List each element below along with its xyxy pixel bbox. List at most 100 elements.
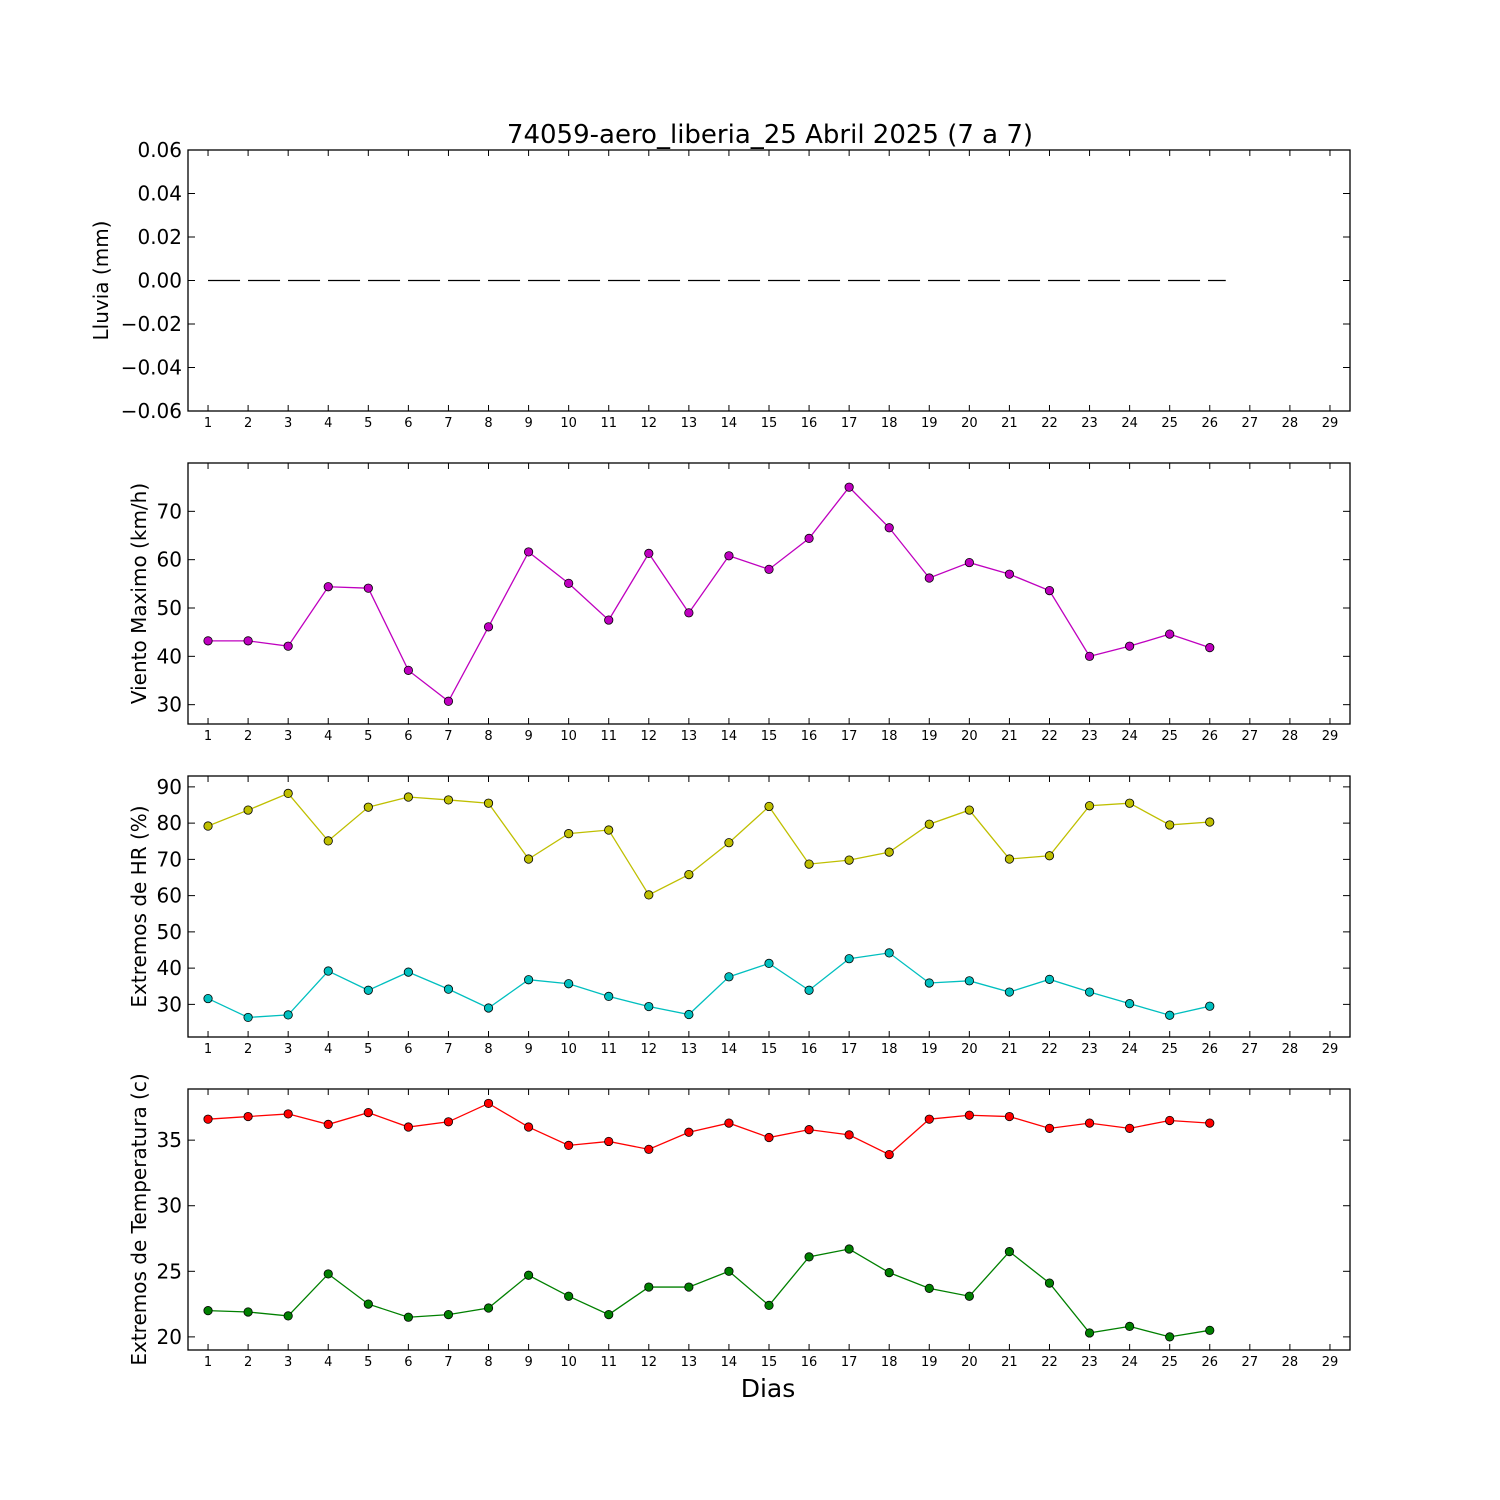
x-tick-label: 24 [1121, 416, 1138, 431]
x-tick-label: 12 [641, 729, 658, 744]
data-point-temperatura [1004, 1111, 1015, 1122]
data-point-temperatura [1205, 1118, 1215, 1128]
data-point-humedad [844, 954, 854, 964]
data-point-viento [323, 582, 333, 592]
plot-frame-temperatura [187, 1088, 1351, 1351]
x-tick-label: 24 [1121, 1042, 1138, 1057]
x-tick-label: 14 [721, 1355, 738, 1370]
y-tick-label: 50 [157, 920, 182, 944]
data-point-humedad [684, 869, 694, 880]
data-point-humedad [323, 966, 333, 976]
x-tick-label: 26 [1201, 1042, 1218, 1057]
x-tick-label: 17 [841, 416, 858, 431]
y-tick-label: 25 [157, 1259, 182, 1283]
data-point-viento [1084, 651, 1095, 661]
x-tick-label: 9 [524, 1042, 532, 1057]
x-tick-label: 29 [1322, 1355, 1339, 1370]
data-point-humedad [523, 854, 534, 864]
y-tick-label: 30 [157, 693, 182, 717]
data-point-humedad [684, 1009, 694, 1020]
x-tick-label: 25 [1161, 1355, 1178, 1370]
series-line-temperatura-0 [207, 1102, 1210, 1156]
x-tick-label: 17 [841, 729, 858, 744]
data-point-temperatura [243, 1307, 253, 1317]
x-tick-label: 21 [1001, 1355, 1018, 1370]
data-point-viento [764, 564, 774, 574]
x-tick-label: 6 [404, 1042, 412, 1057]
data-point-temperatura [884, 1268, 894, 1278]
data-point-humedad [1044, 851, 1055, 861]
x-tick-label: 19 [921, 1355, 938, 1370]
x-tick-label: 25 [1161, 1042, 1178, 1057]
data-point-humedad [1125, 798, 1135, 808]
data-point-humedad [1165, 820, 1175, 830]
data-point-temperatura [1084, 1118, 1095, 1128]
data-point-temperatura [483, 1098, 494, 1109]
x-tick-label: 6 [404, 729, 412, 744]
x-tick-label: 11 [600, 729, 617, 744]
x-tick-label: 25 [1161, 416, 1178, 431]
x-tick-label: 11 [600, 1042, 617, 1057]
x-tick-label: 20 [961, 1042, 978, 1057]
y-tick-label: 0.06 [137, 138, 182, 162]
data-point-viento [483, 622, 494, 632]
x-tick-label: 22 [1041, 729, 1058, 744]
data-point-viento [363, 583, 373, 593]
data-point-viento [804, 533, 814, 544]
x-tick-label: 4 [324, 729, 332, 744]
panels-layer: −0.06−0.04−0.020.000.020.040.061 2 3 4 5 6 7 8 9… [89, 138, 1351, 1370]
data-point-temperatura [964, 1291, 974, 1301]
data-point-temperatura [564, 1140, 574, 1150]
data-point-temperatura [1044, 1123, 1055, 1133]
data-point-viento [564, 578, 574, 588]
data-point-temperatura [804, 1252, 814, 1262]
data-point-temperatura [644, 1282, 654, 1292]
x-tick-label: 1 [204, 729, 212, 744]
x-tick-label: 3 [284, 416, 292, 431]
x-tick-label: 6 [404, 1355, 412, 1370]
data-point-humedad [483, 798, 494, 808]
data-point-humedad [363, 985, 373, 995]
x-tick-label: 16 [801, 729, 818, 744]
x-tick-label: 13 [681, 729, 698, 744]
data-point-temperatura [1165, 1115, 1175, 1126]
data-point-humedad [243, 805, 253, 815]
series-line-humedad-1 [207, 952, 1210, 1019]
data-point-humedad [564, 829, 574, 839]
x-tick-label: 15 [761, 729, 778, 744]
data-point-humedad [1205, 1001, 1215, 1011]
data-point-temperatura [924, 1283, 934, 1293]
data-point-temperatura [684, 1282, 694, 1292]
x-tick-label: 6 [404, 416, 412, 431]
data-point-temperatura [323, 1269, 333, 1279]
x-tick-label: 23 [1081, 1355, 1098, 1370]
x-tick-label: 23 [1081, 416, 1098, 431]
data-point-humedad [1004, 854, 1015, 864]
data-point-humedad [644, 890, 654, 900]
y-tick-label: 60 [157, 884, 182, 908]
data-point-temperatura [403, 1312, 413, 1322]
x-tick-label: 24 [1121, 729, 1138, 744]
data-point-humedad [283, 788, 293, 799]
x-tick-label: 27 [1242, 416, 1259, 431]
data-point-temperatura [283, 1311, 293, 1321]
x-tick-label: 17 [841, 1042, 858, 1057]
data-point-humedad [764, 958, 774, 969]
x-tick-label: 26 [1201, 729, 1218, 744]
data-point-temperatura [203, 1306, 213, 1316]
data-point-humedad [964, 976, 974, 986]
data-point-humedad [1084, 987, 1095, 997]
x-tick-label: 15 [761, 1042, 778, 1057]
x-tick-label: 28 [1282, 416, 1299, 431]
x-tick-label: 28 [1282, 1355, 1299, 1370]
x-tick-label: 8 [484, 1355, 492, 1370]
data-point-humedad [1205, 817, 1215, 827]
data-point-temperatura [403, 1122, 413, 1132]
data-point-viento [924, 573, 934, 583]
data-point-viento [724, 551, 734, 561]
x-tick-label: 26 [1201, 1355, 1218, 1370]
panel-lluvia: −0.06−0.04−0.020.000.020.040.061 2 3 4 5 6 7 8 9… [89, 138, 1351, 431]
y-axis-label-lluvia: Lluvia (mm) [89, 221, 113, 341]
x-tick-label: 10 [560, 729, 577, 744]
